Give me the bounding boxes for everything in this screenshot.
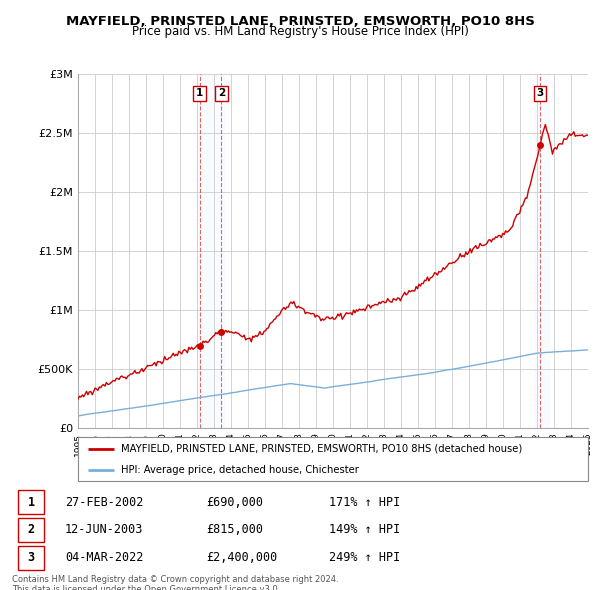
Text: 3: 3 [28, 551, 35, 564]
Text: 2: 2 [218, 88, 225, 98]
Text: 1: 1 [196, 88, 203, 98]
Text: 3: 3 [536, 88, 544, 98]
Text: £2,400,000: £2,400,000 [206, 551, 277, 564]
FancyBboxPatch shape [18, 490, 44, 514]
Text: MAYFIELD, PRINSTED LANE, PRINSTED, EMSWORTH, PO10 8HS: MAYFIELD, PRINSTED LANE, PRINSTED, EMSWO… [65, 15, 535, 28]
Text: 249% ↑ HPI: 249% ↑ HPI [329, 551, 401, 564]
Text: £690,000: £690,000 [206, 496, 263, 509]
Text: 04-MAR-2022: 04-MAR-2022 [65, 551, 143, 564]
FancyBboxPatch shape [18, 517, 44, 542]
FancyBboxPatch shape [18, 546, 44, 570]
Text: 27-FEB-2002: 27-FEB-2002 [65, 496, 143, 509]
Text: 149% ↑ HPI: 149% ↑ HPI [329, 523, 401, 536]
Text: 171% ↑ HPI: 171% ↑ HPI [329, 496, 401, 509]
Bar [197, 74, 224, 428]
Text: £815,000: £815,000 [206, 523, 263, 536]
Text: 2: 2 [28, 523, 35, 536]
Text: Price paid vs. HM Land Registry's House Price Index (HPI): Price paid vs. HM Land Registry's House … [131, 25, 469, 38]
Bar [535, 74, 549, 428]
Text: 12-JUN-2003: 12-JUN-2003 [65, 523, 143, 536]
Text: MAYFIELD, PRINSTED LANE, PRINSTED, EMSWORTH, PO10 8HS (detached house): MAYFIELD, PRINSTED LANE, PRINSTED, EMSWO… [121, 444, 523, 454]
Text: Contains HM Land Registry data © Crown copyright and database right 2024.
This d: Contains HM Land Registry data © Crown c… [12, 575, 338, 590]
Text: 1: 1 [28, 496, 35, 509]
Text: HPI: Average price, detached house, Chichester: HPI: Average price, detached house, Chic… [121, 465, 359, 475]
